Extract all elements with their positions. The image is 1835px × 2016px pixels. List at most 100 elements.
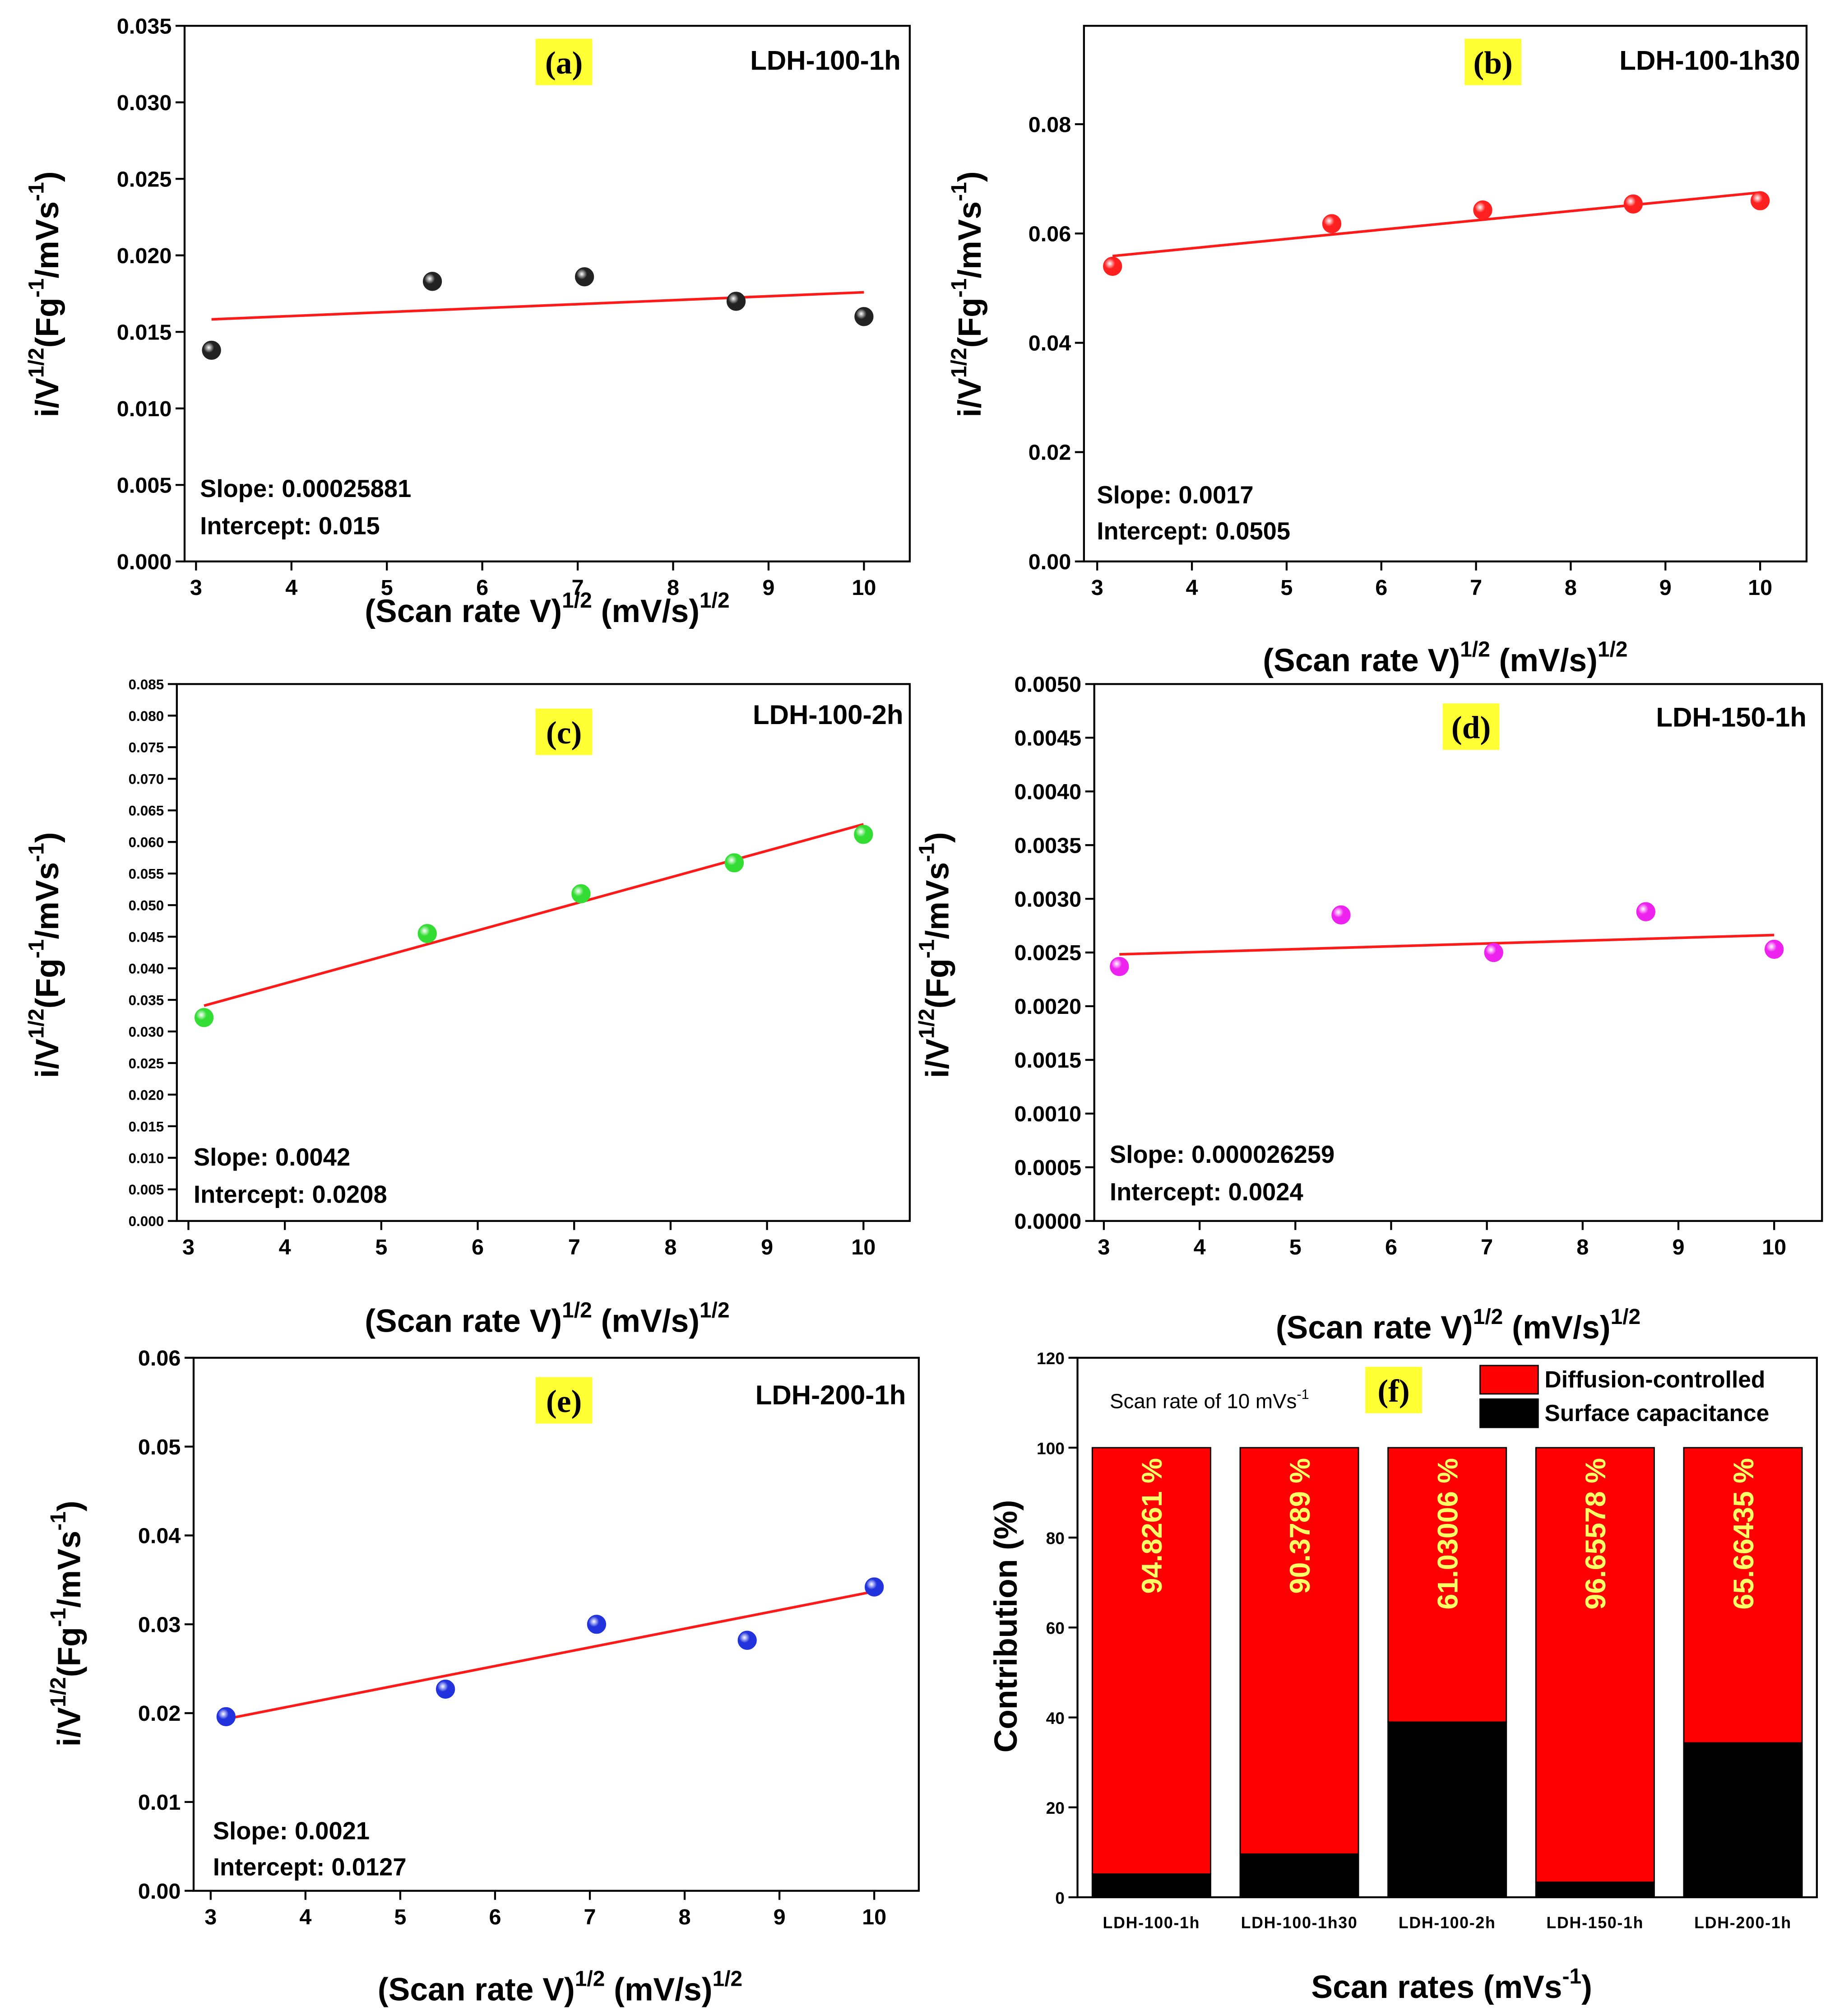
y-tick-label: 0.0005 xyxy=(1014,1156,1081,1180)
label-part: /mVs xyxy=(29,862,65,939)
y-tick-label: 0.0040 xyxy=(1014,780,1081,804)
x-tick-label: LDH-100-1h30 xyxy=(1241,1914,1358,1932)
y-tick-label: 0.035 xyxy=(129,992,164,1008)
x-axis-label: (Scan rate V)1/2 (mV/s)1/2 xyxy=(1276,1305,1640,1346)
label-part: (Fg xyxy=(920,958,956,1008)
y-tick-label: 20 xyxy=(1046,1798,1065,1817)
label-part: -1 xyxy=(1562,1965,1582,1988)
x-tick-label: 3 xyxy=(204,1905,217,1929)
y-tick-label: 0.015 xyxy=(117,320,172,344)
label-part: ) xyxy=(952,171,988,182)
label-part: Scan rate of 10 mVs xyxy=(1110,1389,1297,1412)
x-axis-label: (Scan rate V)1/2 (mV/s)1/2 xyxy=(365,589,729,629)
value-label: 94.8261 % xyxy=(1136,1458,1168,1594)
x-tick-label: 10 xyxy=(852,576,876,600)
y-tick-label: 0.000 xyxy=(129,1213,164,1229)
data-point xyxy=(194,1008,214,1027)
legend-label: Diffusion-controlled xyxy=(1545,1366,1765,1393)
tag-highlight xyxy=(535,1377,593,1424)
label-part: /mVs xyxy=(29,201,65,279)
label-part: 1/2 xyxy=(562,1298,592,1322)
label-part: /mVs xyxy=(920,862,956,939)
data-point xyxy=(864,1577,884,1597)
x-tick-label: 10 xyxy=(862,1905,886,1929)
label-part: (Scan rate V) xyxy=(365,593,562,629)
y-tick-label: 0.005 xyxy=(129,1182,164,1198)
y-tick-label: 0.06 xyxy=(1029,222,1071,246)
x-tick-label: 9 xyxy=(774,1905,786,1929)
x-tick-label: LDH-150-1h xyxy=(1547,1914,1644,1932)
data-point xyxy=(422,272,442,291)
x-tick-label: 6 xyxy=(472,1235,484,1259)
slope-label: Slope: 0.0021 xyxy=(213,1817,370,1844)
x-tick-label: 4 xyxy=(1194,1235,1206,1259)
y-tick-label: 0.020 xyxy=(117,244,172,268)
fit-line xyxy=(204,823,864,1007)
x-tick-label: 10 xyxy=(851,1235,876,1259)
tag-highlight xyxy=(1464,38,1522,85)
data-point xyxy=(854,307,874,326)
y-tick-label: 0.050 xyxy=(129,898,164,914)
x-tick-label: LDH-200-1h xyxy=(1694,1914,1792,1932)
x-tick-label: 7 xyxy=(572,576,584,600)
intercept-label: Intercept: 0.0208 xyxy=(194,1181,387,1208)
y-tick-label: 0.04 xyxy=(1029,331,1071,356)
x-tick-label: 10 xyxy=(1762,1235,1786,1259)
label-part: 1/2 xyxy=(562,589,592,613)
label-part: -1 xyxy=(947,279,971,298)
y-tick-label: 0.0050 xyxy=(1014,673,1081,697)
label-part: i/V xyxy=(29,378,65,418)
data-point xyxy=(1103,256,1122,276)
label-part: ) xyxy=(1581,1969,1592,2005)
x-tick-label: 5 xyxy=(381,576,393,600)
x-tick-label: 10 xyxy=(1748,576,1772,600)
label-part: 1/2 xyxy=(713,1967,743,1991)
slope-label: Slope: 0.0017 xyxy=(1097,481,1253,509)
y-tick-label: 0.00 xyxy=(138,1879,181,1904)
x-tick-label: 9 xyxy=(1659,576,1672,600)
y-tick-label: 40 xyxy=(1046,1709,1065,1728)
data-point xyxy=(216,1707,236,1727)
x-tick-label: 3 xyxy=(190,576,202,600)
y-tick-label: 60 xyxy=(1046,1619,1065,1638)
panel-tag: (e) xyxy=(546,1384,582,1419)
x-tick-label: 6 xyxy=(476,576,488,600)
label-part: (mV/s) xyxy=(592,1303,700,1339)
y-tick-label: 0.030 xyxy=(117,91,172,115)
y-tick-label: 0.015 xyxy=(129,1119,164,1134)
tag-highlight xyxy=(535,708,593,755)
x-tick-label: 6 xyxy=(1375,576,1387,600)
x-tick-label: 4 xyxy=(299,1905,311,1929)
data-point xyxy=(587,1615,607,1634)
data-point xyxy=(571,884,591,904)
data-point xyxy=(1331,905,1351,924)
annotation: Scan rate of 10 mVs-1 xyxy=(1110,1387,1309,1413)
data-point xyxy=(417,924,437,943)
label-part: (mV/s) xyxy=(1503,1310,1610,1346)
data-point xyxy=(854,825,873,844)
x-tick-label: 7 xyxy=(1470,576,1482,600)
label-part: i/V xyxy=(29,1038,65,1078)
legend-swatch xyxy=(1479,1398,1539,1428)
bar-segment xyxy=(1683,1447,1803,1744)
x-tick-label: LDH-100-2h xyxy=(1399,1914,1496,1932)
y-tick-label: 0.0025 xyxy=(1014,941,1081,965)
plot-frame xyxy=(176,683,911,1222)
x-tick-label: 6 xyxy=(489,1905,501,1929)
label-part: (mV/s) xyxy=(592,593,700,629)
label-part: -1 xyxy=(25,843,49,862)
y-tick-label: 0.010 xyxy=(129,1150,164,1166)
y-tick-label: 0.01 xyxy=(138,1790,181,1815)
bar-segment xyxy=(1387,1721,1507,1898)
y-tick-label: 0.055 xyxy=(129,866,164,882)
label-part: -1 xyxy=(915,939,939,959)
label-part: (mV/s) xyxy=(1490,642,1598,678)
y-tick-label: 0.0035 xyxy=(1014,833,1081,858)
y-tick-label: 0.03 xyxy=(138,1612,181,1637)
label-part: Scan rates (mVs xyxy=(1311,1969,1562,2005)
label-part: -1 xyxy=(947,182,971,201)
fit-line xyxy=(211,291,864,321)
y-tick-label: 0.040 xyxy=(129,961,164,976)
tag-highlight xyxy=(1442,703,1500,750)
